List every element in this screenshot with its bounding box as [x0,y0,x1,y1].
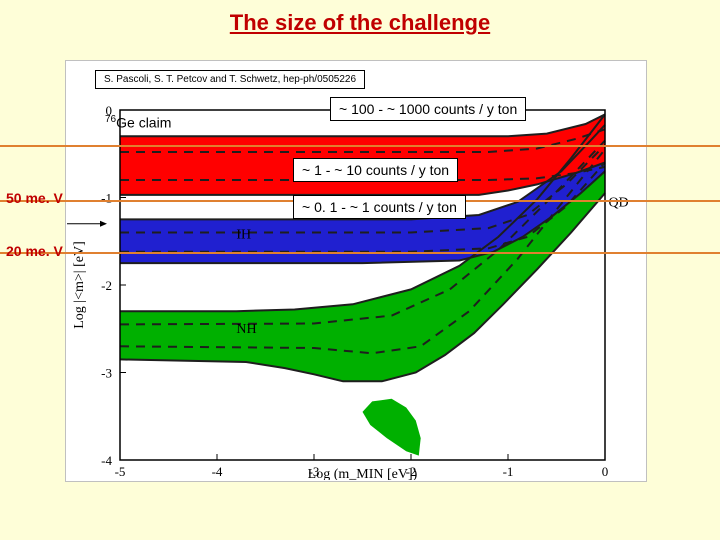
label-ih: IH [236,228,251,243]
ge-claim-label: 76Ge claim [105,114,171,131]
hline-bot [0,252,720,254]
xtick-label: -1 [503,464,514,479]
label-nh: NH [236,322,256,337]
hline-top [0,145,720,147]
citation-box: S. Pascoli, S. T. Petcov and T. Schwetz,… [95,70,365,89]
count-box-nh: ~ 0. 1 - ~ 1 counts / y ton [293,195,466,219]
label-qd: QD [608,195,628,210]
xtick-label: -4 [212,464,223,479]
ytick-label: -1 [101,191,112,206]
xtick-label: 0 [602,464,609,479]
band-nh-lobe [363,399,421,456]
count-box-ih: ~ 1 - ~ 10 counts / y ton [293,158,458,182]
marker-50mev: 50 me. V [6,190,63,206]
band-qd [120,114,605,194]
ytick-label: -3 [101,366,112,381]
ylabel: Log |<m>| [eV] [72,241,87,329]
xlabel: Log (m_MIN [eV]) [308,467,418,480]
ytick-label: -4 [101,453,112,468]
count-box-qd: ~ 100 - ~ 1000 counts / y ton [330,97,526,121]
page-title: The size of the challenge [0,0,720,44]
ytick-label: -2 [101,278,112,293]
xtick-label: -5 [115,464,126,479]
marker-20mev: 20 me. V [6,243,63,259]
